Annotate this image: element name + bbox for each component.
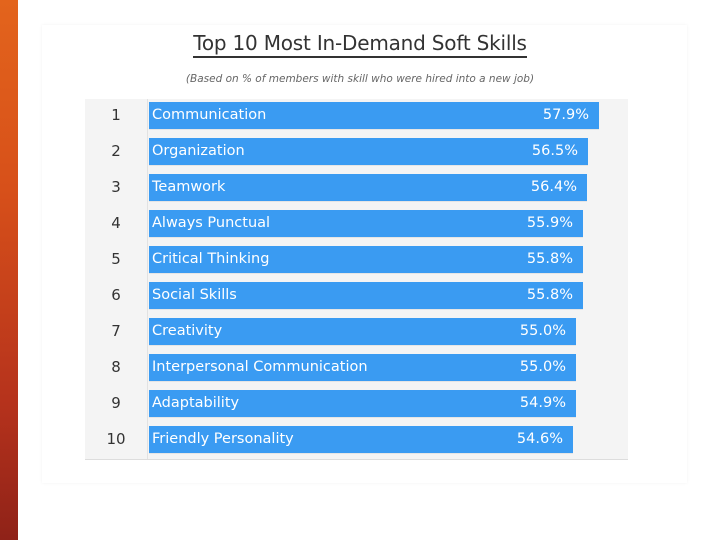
bar-category-label: Interpersonal Communication (152, 359, 368, 375)
decorative-side-strip (0, 0, 18, 540)
rank-number: 3 (111, 178, 121, 196)
rank-number: 1 (111, 106, 121, 124)
bar-value-label: 56.4% (530, 179, 577, 195)
column-separator (147, 99, 148, 459)
bar-category-label: Social Skills (152, 287, 237, 303)
rank-number: 8 (111, 358, 121, 376)
bar-category-label: Adaptability (152, 395, 240, 411)
bar-social-skills: Social Skills 55.8% (149, 282, 583, 309)
bar-friendly-personality: Friendly Personality 54.6% (149, 426, 573, 453)
rank-number: 5 (111, 250, 121, 268)
bar-always-punctual: Always Punctual 55.9% (149, 210, 583, 237)
bar-category-label: Friendly Personality (152, 431, 294, 447)
bar-value-label: 56.5% (531, 143, 578, 159)
rank-number: 4 (111, 214, 121, 232)
bar-category-label: Always Punctual (152, 215, 271, 231)
bar-communication: Communication 57.9% (149, 102, 599, 129)
bar-value-label: 55.0% (519, 359, 566, 375)
rank-number: 7 (111, 322, 121, 340)
bar-teamwork: Teamwork 56.4% (149, 174, 587, 201)
bar-adaptability: Adaptability 54.9% (149, 390, 576, 417)
bar-value-label: 55.8% (526, 251, 573, 267)
bar-value-label: 57.9% (542, 107, 589, 123)
bar-value-label: 55.9% (526, 215, 573, 231)
bar-organization: Organization 56.5% (149, 138, 588, 165)
rank-number: 2 (111, 142, 121, 160)
rank-number: 10 (106, 430, 126, 448)
bar-value-label: 55.0% (519, 323, 566, 339)
chart-title: Top 10 Most In-Demand Soft Skills (0, 31, 720, 58)
bar-category-label: Critical Thinking (152, 251, 270, 267)
bar-value-label: 55.8% (526, 287, 573, 303)
rank-number: 9 (111, 394, 121, 412)
bar-creativity: Creativity 55.0% (149, 318, 576, 345)
bar-category-label: Teamwork (152, 179, 226, 195)
rank-number: 6 (111, 286, 121, 304)
chart-subtitle: (Based on % of members with skill who we… (185, 73, 535, 85)
bar-category-label: Organization (152, 143, 245, 159)
bar-category-label: Communication (152, 107, 267, 123)
bar-interpersonal-communication: Interpersonal Communication 55.0% (149, 354, 576, 381)
bar-value-label: 54.9% (519, 395, 566, 411)
bar-value-label: 54.6% (516, 431, 563, 447)
bar-critical-thinking: Critical Thinking 55.8% (149, 246, 583, 273)
bar-category-label: Creativity (152, 323, 223, 339)
